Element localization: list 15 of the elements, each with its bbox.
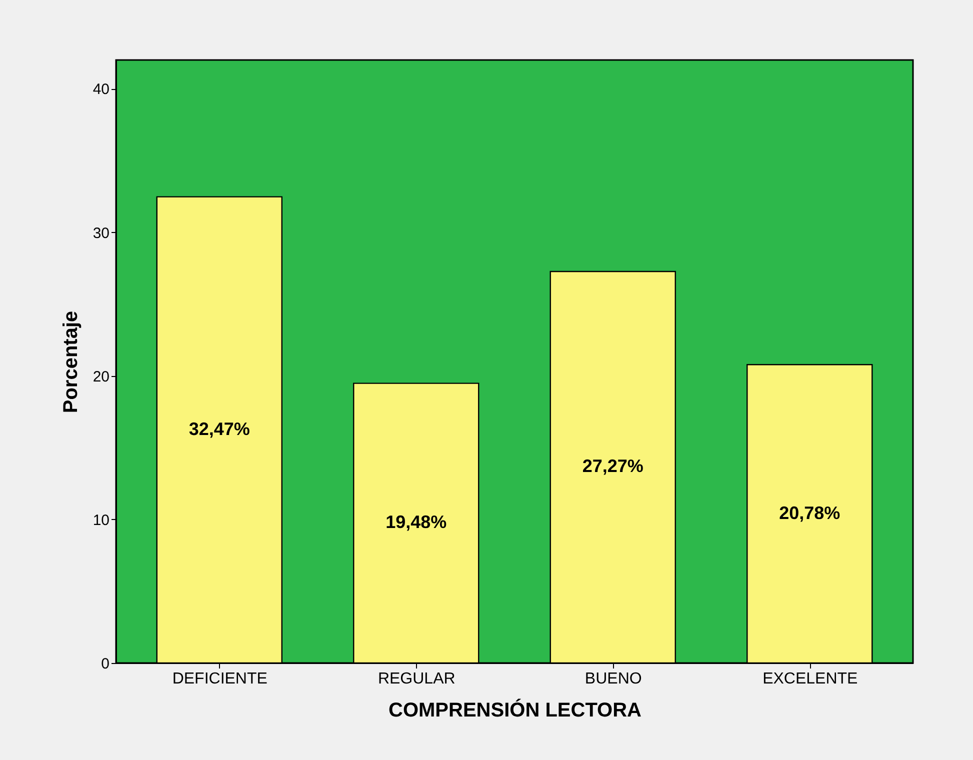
- y-tick-label: 30: [92, 224, 110, 242]
- data-label: 32,47%: [188, 418, 250, 439]
- data-label: 19,48%: [386, 512, 447, 532]
- x-tick-label: BUENO: [584, 670, 642, 688]
- y-tick-label: 0: [101, 656, 110, 672]
- data-label: 27,27%: [582, 456, 644, 476]
- y-tick-label: 20: [92, 368, 110, 386]
- y-tick-label: 10: [92, 512, 110, 529]
- x-tick-label: DEFICIENTE: [172, 670, 268, 688]
- y-axis-title: Porcentaje: [60, 310, 82, 414]
- y-tick-label: 40: [92, 81, 110, 98]
- x-tick-label: REGULAR: [378, 670, 456, 688]
- data-label: 20,78%: [779, 502, 840, 523]
- x-tick-label: EXCELENTE: [762, 670, 858, 688]
- x-axis-title: COMPRENSIÓN LECTORA: [388, 698, 642, 722]
